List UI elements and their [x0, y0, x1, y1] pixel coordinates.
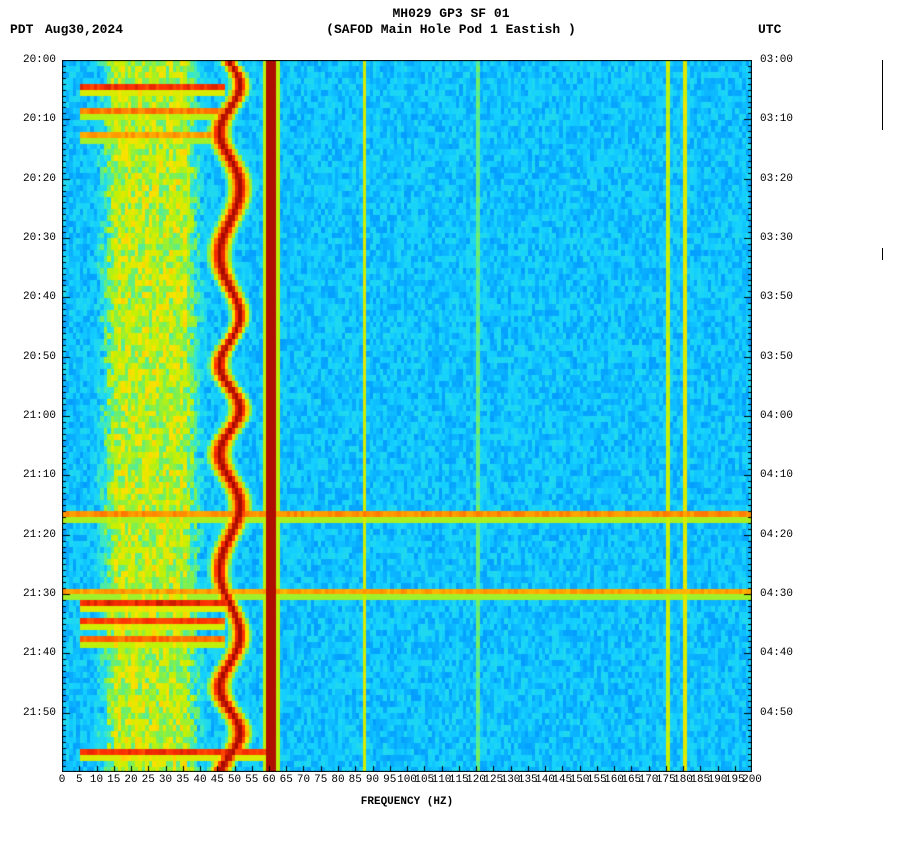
x-tick: 200 [742, 774, 762, 786]
y-right-tick: 04:50 [760, 707, 793, 719]
y-right-tick: 03:50 [760, 351, 793, 363]
spectrogram-plot [62, 60, 752, 772]
y-right-tick: 03:20 [760, 173, 793, 185]
y-right-tick: 04:30 [760, 588, 793, 600]
y-left-tick: 20:30 [0, 232, 56, 244]
y-right-tick: 04:10 [760, 469, 793, 481]
spectrogram-canvas [62, 60, 752, 772]
y-left-tick: 21:30 [0, 588, 56, 600]
y-left-tick: 21:10 [0, 469, 56, 481]
y-left-tick: 20:20 [0, 173, 56, 185]
right-margin-mark [882, 60, 883, 130]
y-right-tick: 03:50 [760, 291, 793, 303]
y-left-tick: 20:40 [0, 291, 56, 303]
y-left-tick: 21:50 [0, 707, 56, 719]
y-left-tick: 20:10 [0, 113, 56, 125]
y-right-tick: 04:20 [760, 529, 793, 541]
y-right-tick: 03:30 [760, 232, 793, 244]
y-left-tick: 20:00 [0, 54, 56, 66]
y-right-tick: 04:40 [760, 647, 793, 659]
y-left-tick: 21:00 [0, 410, 56, 422]
right-margin-mark [882, 248, 883, 260]
y-right-tick: 04:00 [760, 410, 793, 422]
y-left-tick: 21:20 [0, 529, 56, 541]
y-right-tick: 03:00 [760, 54, 793, 66]
y-left-tick: 21:40 [0, 647, 56, 659]
tz-right-label: UTC [758, 22, 781, 37]
y-left-tick: 20:50 [0, 351, 56, 363]
title-line1: MH029 GP3 SF 01 [0, 6, 902, 21]
y-right-tick: 03:10 [760, 113, 793, 125]
x-axis-label: FREQUENCY (HZ) [62, 796, 752, 808]
